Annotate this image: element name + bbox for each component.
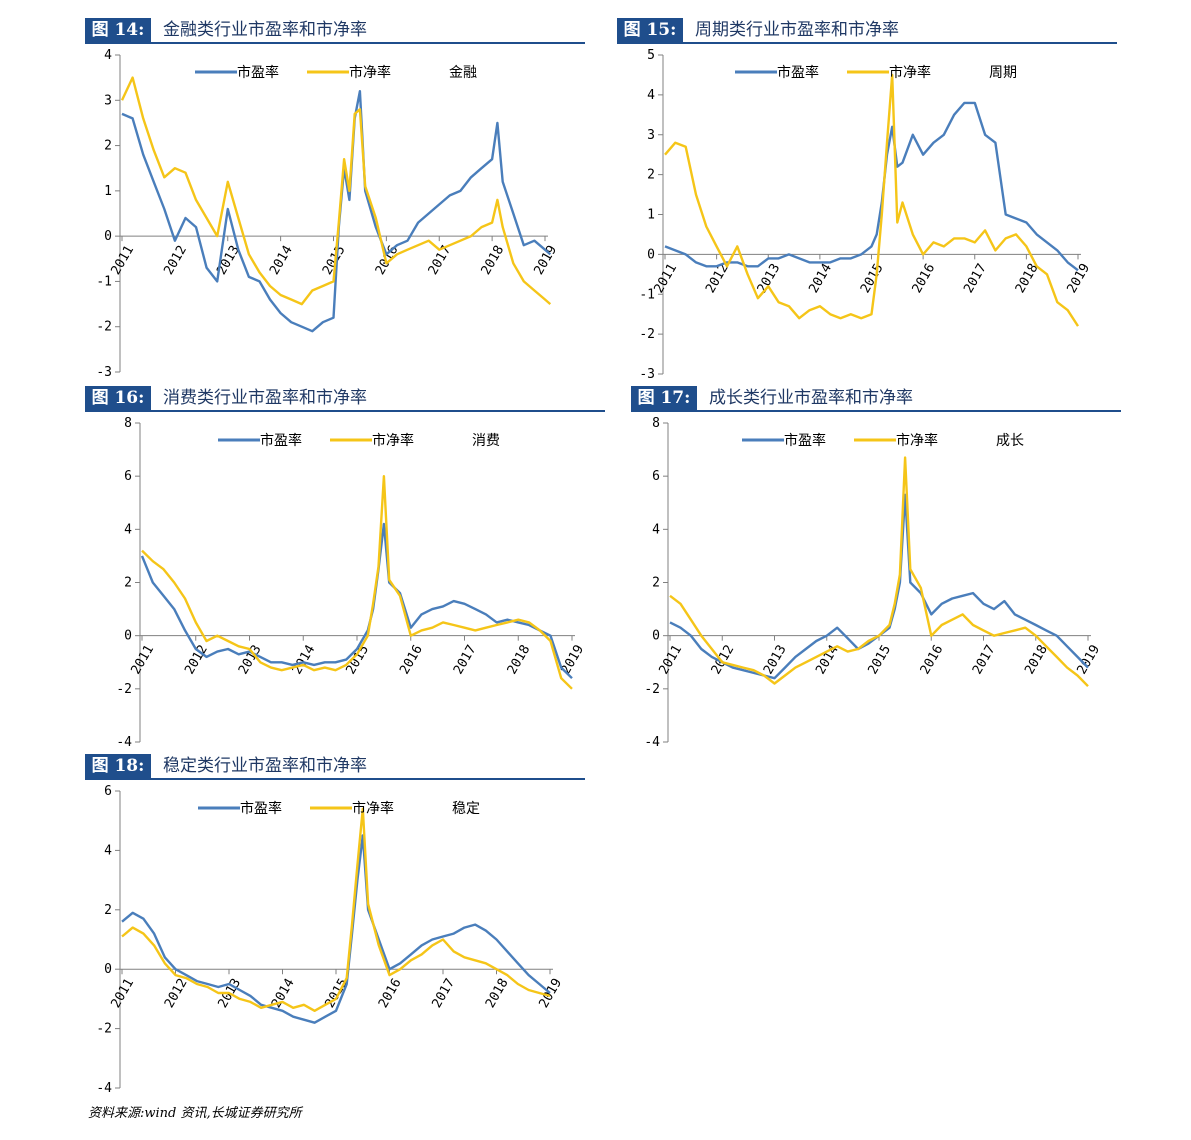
figure-17-label: 图 17:	[631, 386, 697, 410]
legend-title: 消费	[472, 433, 500, 449]
legend-entry: 市盈率	[237, 64, 279, 81]
y-tick-label: 2	[124, 576, 132, 591]
series-line-pb	[669, 456, 1089, 688]
y-tick-label: 4	[647, 88, 655, 103]
figure-18-rule	[85, 778, 585, 780]
figure-15-title: 周期类行业市盈率和市净率	[695, 20, 899, 40]
figure-15-rule	[617, 42, 1117, 44]
y-tick-label: -4	[116, 735, 132, 750]
figure-14-title: 金融类行业市盈率和市净率	[163, 20, 367, 40]
legend-entry: 市盈率	[240, 800, 282, 817]
y-tick-label: 0	[124, 629, 132, 644]
figure-16-label: 图 16:	[85, 386, 151, 410]
figure-15-label: 图 15:	[617, 18, 683, 42]
figure-18-header: 图 18: 稳定类行业市盈率和市净率	[85, 754, 585, 780]
series-line-pe	[664, 101, 1079, 272]
x-tick-label: 2012	[162, 976, 191, 1011]
series-line-pb	[121, 807, 551, 1012]
y-tick-label: 4	[652, 522, 660, 537]
figure-14-header: 图 14: 金融类行业市盈率和市净率	[85, 18, 585, 44]
y-tick-label: -3	[96, 365, 112, 380]
series-line-pe	[121, 89, 552, 333]
legend-title: 成长	[996, 433, 1024, 449]
y-tick-label: 1	[104, 184, 112, 199]
y-tick-label: 0	[104, 229, 112, 244]
figure-16-rule	[85, 410, 605, 412]
y-tick-label: 2	[652, 576, 660, 591]
series-line-pe	[121, 834, 551, 1024]
y-tick-label: -1	[96, 274, 112, 289]
y-tick-label: -1	[639, 287, 655, 302]
y-tick-label: -2	[116, 682, 132, 697]
y-tick-label: 4	[104, 843, 112, 858]
y-tick-label: 6	[124, 469, 132, 484]
legend-entry: 市净率	[896, 432, 938, 449]
y-tick-label: 0	[652, 629, 660, 644]
figure-17-title: 成长类行业市盈率和市净率	[709, 388, 913, 408]
figure-16-title: 消费类行业市盈率和市净率	[163, 388, 367, 408]
legend-entry: 市净率	[349, 64, 391, 81]
figure-14-rule	[85, 42, 585, 44]
series-line-pb	[664, 73, 1080, 327]
y-tick-label: -3	[639, 367, 655, 382]
legend-title: 周期	[989, 65, 1017, 81]
series-line-pe	[669, 493, 1089, 680]
y-tick-label: 4	[104, 48, 112, 63]
y-tick-label: 2	[647, 168, 655, 183]
y-tick-label: 8	[652, 416, 660, 431]
y-tick-label: 0	[104, 962, 112, 977]
legend-entry: 市净率	[352, 800, 394, 817]
y-tick-label: -4	[644, 735, 660, 750]
x-tick-label: 2011	[108, 976, 137, 1011]
y-tick-label: -2	[96, 1022, 112, 1037]
y-tick-label: -2	[96, 320, 112, 335]
figure-18-title: 稳定类行业市盈率和市净率	[163, 756, 367, 776]
legend-title: 金融	[449, 65, 477, 81]
y-tick-label: 2	[104, 139, 112, 154]
source-note: 资料来源:wind 资讯,长城证券研究所	[88, 1106, 302, 1121]
x-tick-label: 2017	[429, 976, 458, 1011]
figure-15-header: 图 15: 周期类行业市盈率和市净率	[617, 18, 1117, 44]
figure-14-label: 图 14:	[85, 18, 151, 42]
legend-entry: 市盈率	[777, 64, 819, 81]
series-line-pb	[120, 76, 552, 306]
x-tick-label: 2018	[483, 976, 512, 1011]
y-tick-label: 3	[647, 128, 655, 143]
y-tick-label: -2	[639, 327, 655, 342]
figure-18-label: 图 18:	[85, 754, 151, 778]
y-tick-label: -2	[644, 682, 660, 697]
y-tick-label: 2	[104, 903, 112, 918]
y-tick-label: 4	[124, 522, 132, 537]
y-tick-label: 5	[647, 48, 655, 63]
y-tick-label: 6	[652, 469, 660, 484]
x-tick-label: 2016	[376, 976, 405, 1011]
legend-entry: 市净率	[889, 64, 931, 81]
legend-title: 稳定	[452, 801, 480, 817]
figure-16-header: 图 16: 消费类行业市盈率和市净率	[85, 386, 605, 412]
y-tick-label: 8	[124, 416, 132, 431]
y-tick-label: -4	[96, 1081, 112, 1096]
legend-entry: 市盈率	[260, 432, 302, 449]
y-tick-label: 6	[104, 784, 112, 799]
y-tick-label: 3	[104, 93, 112, 108]
figure-17-rule	[631, 410, 1121, 412]
figure-17-header: 图 17: 成长类行业市盈率和市净率	[631, 386, 1121, 412]
legend-entry: 市盈率	[784, 432, 826, 449]
series-line-pb	[141, 475, 573, 690]
y-tick-label: 0	[647, 247, 655, 262]
legend-entry: 市净率	[372, 432, 414, 449]
y-tick-label: 1	[647, 208, 655, 223]
